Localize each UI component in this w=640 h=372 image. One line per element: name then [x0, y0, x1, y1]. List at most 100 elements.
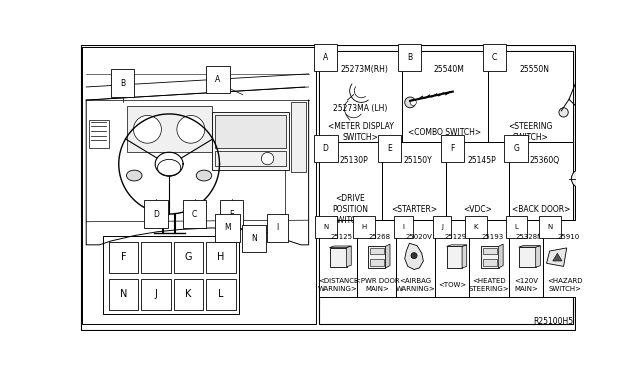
Text: <AIRBAG
WARNING>: <AIRBAG WARNING>: [396, 278, 435, 292]
Circle shape: [177, 115, 205, 143]
Polygon shape: [330, 246, 351, 247]
Bar: [109, 279, 138, 310]
Bar: [206, 279, 236, 310]
Text: J: J: [154, 289, 157, 299]
Bar: [481, 246, 499, 268]
Bar: [215, 151, 286, 166]
Text: F: F: [451, 144, 455, 153]
Text: B: B: [120, 78, 125, 88]
Text: 25150Y: 25150Y: [404, 155, 432, 164]
Bar: [127, 106, 212, 153]
Text: <VDC>: <VDC>: [463, 205, 492, 214]
Bar: [215, 115, 286, 148]
Text: 25145P: 25145P: [467, 155, 496, 164]
Bar: [358, 220, 396, 297]
Bar: [483, 248, 497, 254]
Polygon shape: [404, 243, 423, 269]
Circle shape: [404, 97, 415, 108]
Text: <STARTER>: <STARTER>: [391, 205, 437, 214]
Text: L: L: [218, 289, 224, 299]
Bar: [370, 248, 384, 254]
Text: N: N: [120, 289, 127, 299]
Text: H: H: [218, 252, 225, 262]
Polygon shape: [499, 244, 503, 268]
Circle shape: [559, 108, 568, 117]
Text: 25193: 25193: [481, 234, 504, 240]
Text: 25910: 25910: [557, 234, 579, 240]
Bar: [174, 279, 204, 310]
Text: 25130P: 25130P: [340, 155, 369, 164]
Text: 25328M: 25328M: [515, 234, 543, 240]
Bar: [319, 142, 382, 220]
Text: <120V
MAIN>: <120V MAIN>: [515, 278, 538, 292]
Text: N: N: [548, 224, 553, 230]
Text: K: K: [474, 224, 478, 230]
Text: 25268: 25268: [369, 234, 391, 240]
Polygon shape: [553, 253, 562, 261]
Bar: [109, 242, 138, 273]
Bar: [141, 242, 171, 273]
Text: H: H: [362, 224, 367, 230]
Text: A: A: [215, 75, 221, 84]
Text: K: K: [186, 289, 192, 299]
Text: <BACK DOOR>: <BACK DOOR>: [512, 205, 570, 214]
Circle shape: [261, 153, 274, 165]
Bar: [469, 220, 509, 297]
Bar: [446, 142, 509, 220]
Text: N: N: [323, 224, 328, 230]
Bar: [319, 51, 573, 324]
Text: B: B: [407, 53, 412, 62]
Circle shape: [411, 253, 417, 259]
Polygon shape: [385, 244, 390, 268]
Bar: [382, 142, 446, 220]
Text: G: G: [185, 252, 192, 262]
Ellipse shape: [196, 170, 212, 181]
Text: <DISTANCE
WARNING>: <DISTANCE WARNING>: [318, 278, 358, 292]
Text: E: E: [387, 144, 392, 153]
Text: C: C: [192, 209, 197, 218]
Text: 25550N: 25550N: [519, 65, 549, 74]
Polygon shape: [347, 246, 351, 267]
Circle shape: [134, 115, 161, 143]
Text: I: I: [402, 224, 404, 230]
Text: F: F: [120, 252, 126, 262]
Bar: [330, 247, 347, 267]
Bar: [319, 220, 358, 297]
Bar: [90, 120, 109, 148]
Circle shape: [635, 169, 640, 188]
Text: 25125: 25125: [330, 234, 352, 240]
Text: D: D: [323, 144, 328, 153]
Text: R25100H5: R25100H5: [532, 317, 573, 327]
Bar: [319, 51, 403, 142]
Bar: [291, 102, 307, 172]
Text: <COMBO SWITCH>: <COMBO SWITCH>: [408, 128, 481, 137]
Text: 25360Q: 25360Q: [530, 155, 560, 164]
Text: D: D: [153, 209, 159, 218]
Bar: [543, 220, 587, 297]
Bar: [447, 246, 462, 268]
Text: 25020V: 25020V: [405, 234, 432, 240]
Text: 25273M(RH): 25273M(RH): [340, 65, 388, 74]
Circle shape: [572, 169, 590, 188]
Bar: [483, 259, 497, 266]
Text: <STEERING
SWITCH>: <STEERING SWITCH>: [508, 122, 552, 142]
Text: 25273MA (LH): 25273MA (LH): [333, 104, 388, 113]
Text: N: N: [252, 234, 257, 243]
Bar: [141, 279, 171, 310]
Text: <DRIVE
POSITION
SWITCH>: <DRIVE POSITION SWITCH>: [332, 194, 369, 225]
Bar: [518, 247, 536, 267]
Polygon shape: [547, 248, 566, 266]
Bar: [435, 220, 469, 297]
Bar: [488, 51, 573, 142]
Text: <TOW>: <TOW>: [438, 282, 466, 288]
Text: J: J: [441, 224, 443, 230]
Bar: [509, 220, 543, 297]
Bar: [212, 112, 289, 170]
Text: M: M: [224, 224, 230, 232]
Bar: [403, 51, 488, 142]
Text: <HEATED
STEERING>: <HEATED STEERING>: [469, 278, 509, 292]
Bar: [396, 220, 435, 297]
Polygon shape: [447, 245, 467, 246]
Polygon shape: [536, 246, 540, 267]
Text: C: C: [492, 53, 497, 62]
